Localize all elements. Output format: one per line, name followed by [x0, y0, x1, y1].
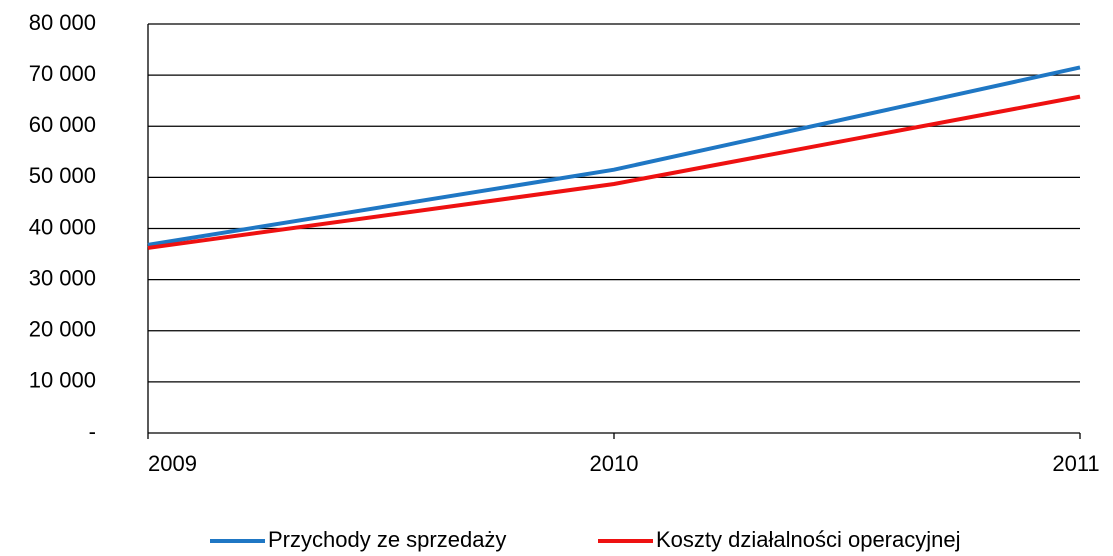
x-tick-label: 2011 [1052, 451, 1099, 476]
y-tick-label: 30 000 [29, 265, 96, 290]
y-tick-label: 40 000 [29, 214, 96, 239]
y-tick-label: 10 000 [29, 368, 96, 393]
y-tick-label: 70 000 [29, 61, 96, 86]
legend-label: Przychody ze sprzedaży [268, 527, 506, 552]
legend-label: Koszty działalności operacyjnej [656, 527, 961, 552]
y-tick-label: 20 000 [29, 317, 96, 342]
x-tick-label: 2009 [148, 451, 197, 476]
series-line [147, 65, 1081, 247]
y-tick-label: 80 000 [29, 10, 96, 35]
x-tick-label: 2010 [590, 451, 639, 476]
y-tick-label: 60 000 [29, 112, 96, 137]
y-tick-label: 50 000 [29, 163, 96, 188]
series-line [147, 94, 1081, 250]
y-tick-label: - [89, 419, 96, 444]
